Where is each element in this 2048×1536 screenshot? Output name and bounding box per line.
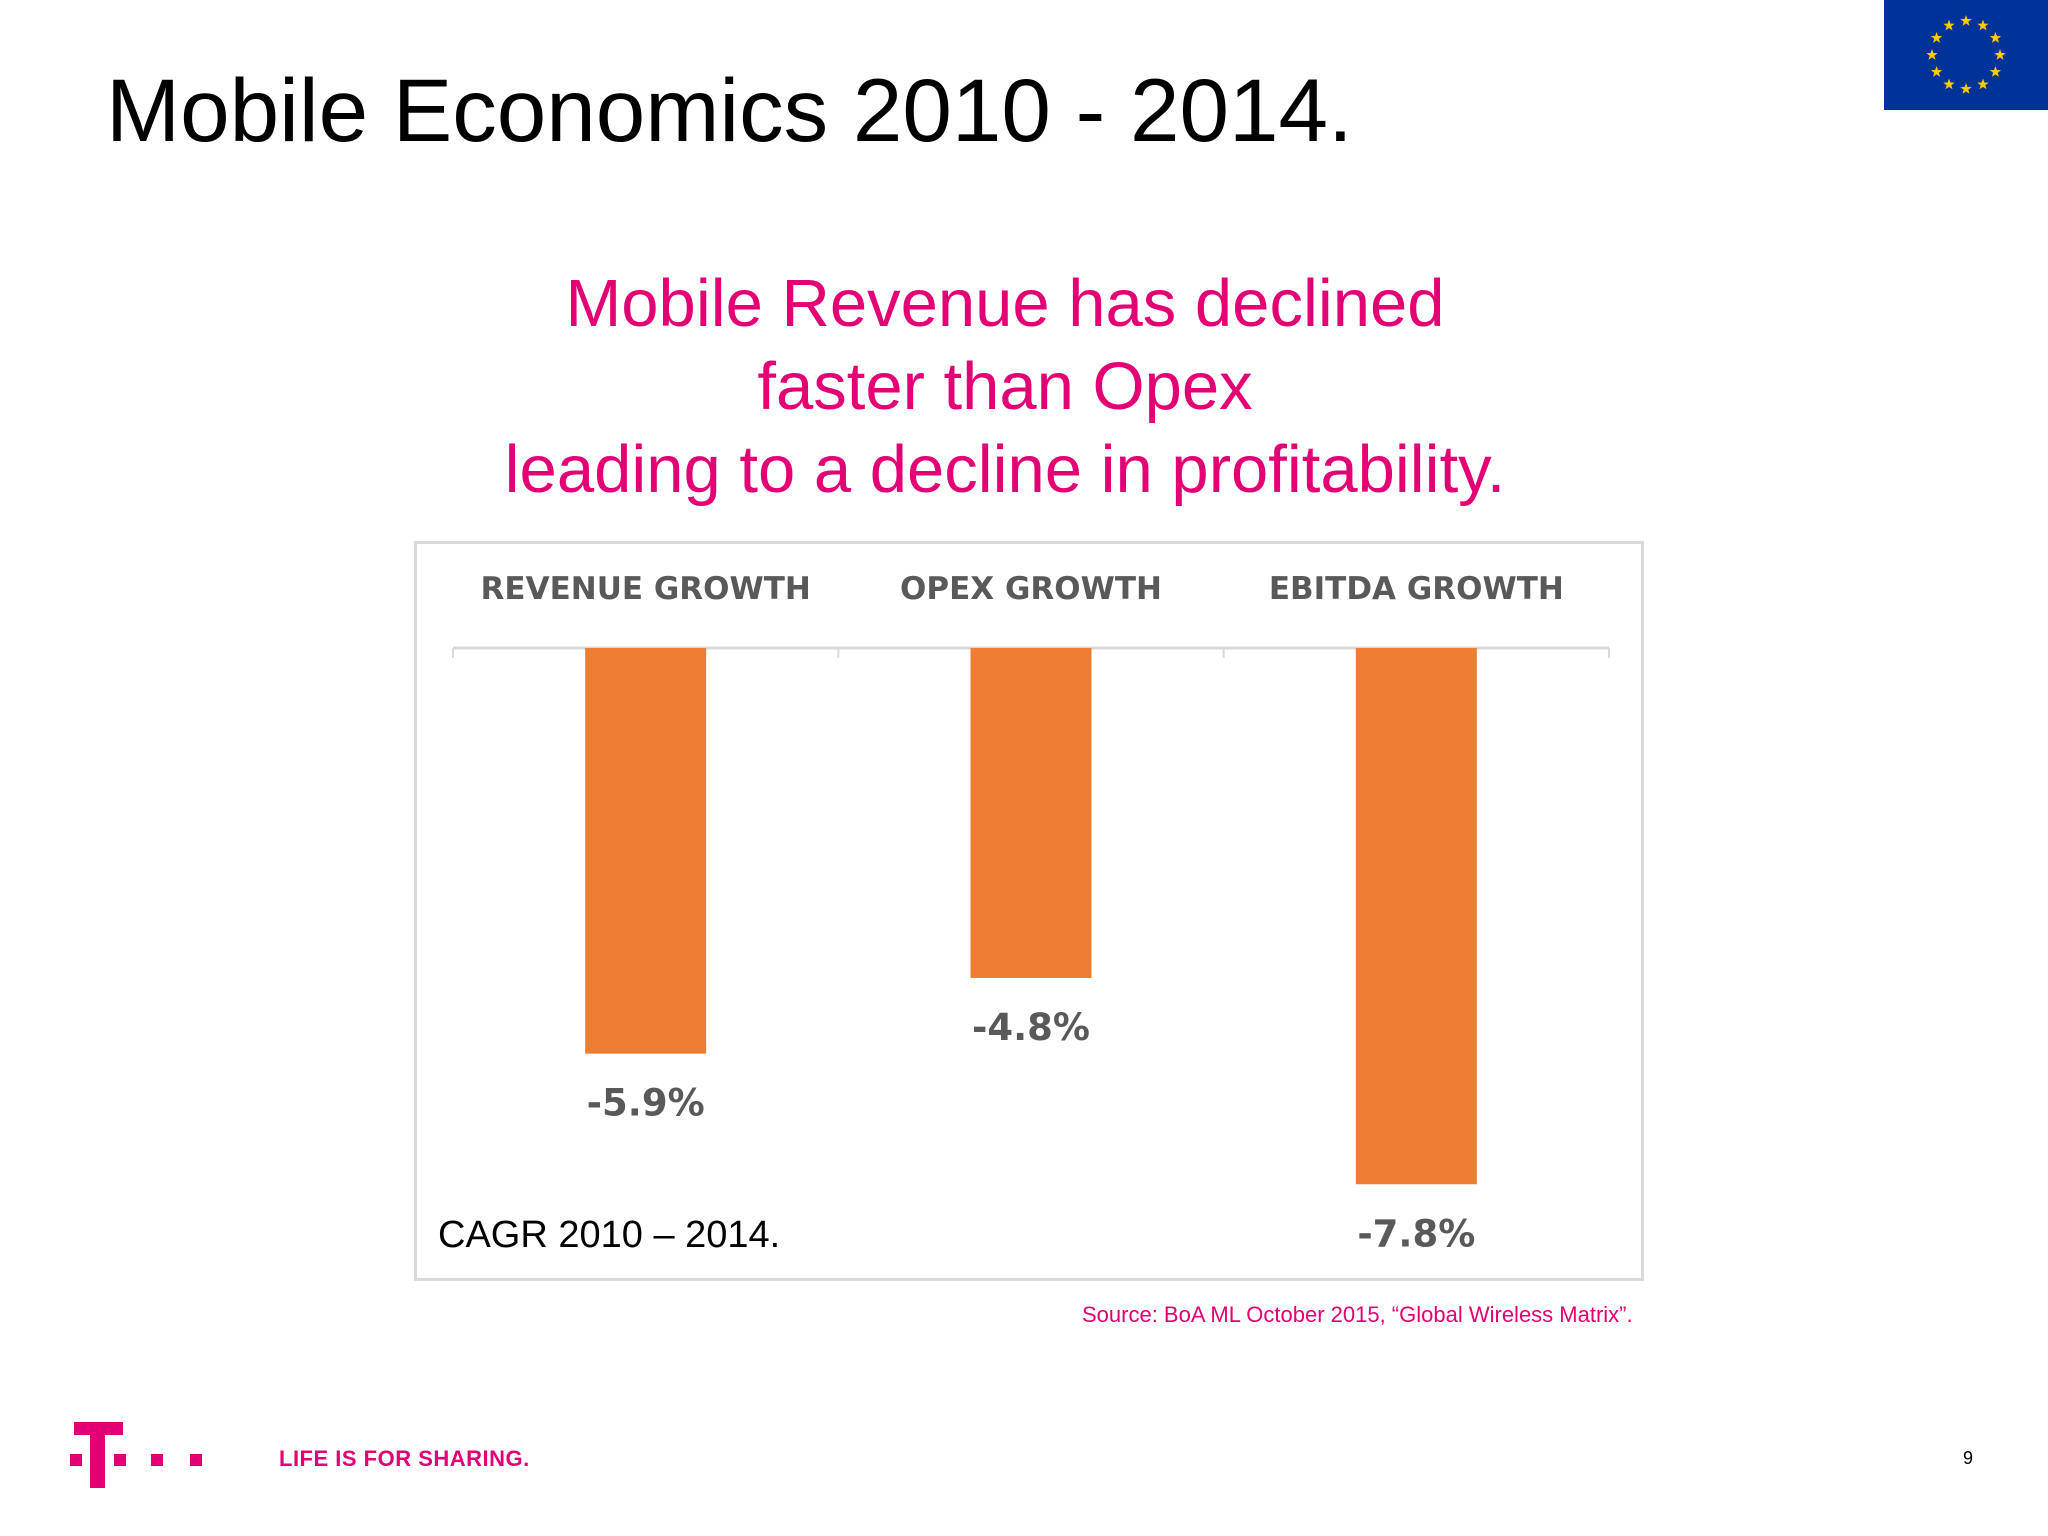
headline-line: leading to a decline in profitability. (504, 432, 1506, 507)
eu-flag-icon (1884, 0, 2048, 110)
eu-star-icon (1960, 83, 1972, 94)
telekom-t-logo (70, 1422, 202, 1488)
bar (1355, 648, 1477, 1185)
slide-title: Mobile Economics 2010 - 2014. (106, 60, 1353, 160)
source-note: Source: BoA ML October 2015, “Global Wir… (1082, 1302, 1633, 1327)
bar (970, 648, 1092, 978)
eu-star-icon (1977, 78, 1989, 90)
tagline: LIFE IS FOR SHARING. (279, 1446, 530, 1471)
eu-star-icon (1930, 66, 1943, 77)
data-label: -4.8% (972, 1006, 1090, 1049)
growth-bar-chart: REVENUE GROWTH -5.9% OPEX GROWTH -4.8% EBITD… (414, 541, 1644, 1281)
data-label: -5.9% (587, 1082, 705, 1125)
category-label: REVENUE GROWTH (481, 571, 811, 607)
eu-star-icon (1943, 78, 1955, 90)
page-number: 9 (1963, 1448, 1974, 1468)
eu-star-icon (1943, 19, 1955, 31)
category-label: EBITDA GROWTH (1269, 571, 1564, 607)
category-label: OPEX GROWTH (900, 571, 1162, 607)
footer: LIFE IS FOR SHARING. 9 (0, 1400, 2048, 1536)
headline-line: faster than Opex (757, 349, 1253, 424)
cagr-note: CAGR 2010 – 2014. (438, 1214, 781, 1256)
bar (585, 648, 707, 1054)
eu-star-icon (1977, 19, 1989, 31)
eu-star-icon (1989, 66, 2002, 77)
eu-star-icon (1994, 49, 2006, 60)
eu-star-icon (1989, 32, 2002, 43)
eu-star-icon (1960, 15, 1972, 26)
headline: Mobile Revenue has declined faster than … (0, 262, 2010, 511)
data-label: -7.8% (1357, 1212, 1475, 1255)
eu-star-icon (1930, 32, 1943, 43)
headline-line: Mobile Revenue has declined (565, 266, 1445, 341)
eu-star-icon (1926, 49, 1938, 60)
